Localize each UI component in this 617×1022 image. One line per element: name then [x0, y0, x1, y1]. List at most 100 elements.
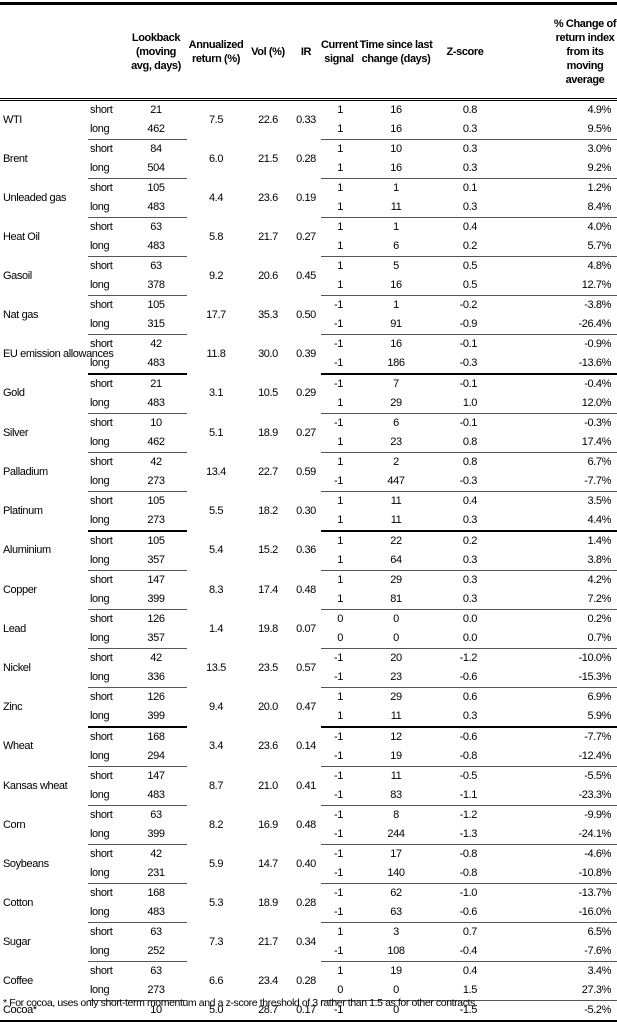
z-score: -0.8	[459, 848, 478, 860]
table-row: long 504 1 16 0.3 9.2%	[0, 159, 617, 179]
ir-value: 0.33	[296, 113, 316, 126]
commodity-name: Zinc	[3, 700, 23, 713]
pct-change: -7.7%	[495, 472, 617, 492]
vol-value: 35.3	[258, 308, 278, 321]
horizon-label: short	[90, 926, 113, 938]
vol-value: 20.0	[258, 700, 278, 713]
pct-change: 6.5%	[587, 926, 612, 938]
lookback-value: 483	[125, 786, 187, 806]
horizon-label: long	[88, 668, 125, 688]
z-score: -0.5	[459, 770, 478, 782]
horizon-label: short	[90, 770, 113, 782]
horizon-label: short	[90, 731, 113, 743]
time-since-change: 12	[390, 731, 402, 743]
z-score: 0.4	[462, 221, 477, 233]
z-score: -0.9	[435, 315, 495, 335]
current-signal: 1	[337, 182, 343, 194]
z-score: 0.3	[435, 159, 495, 179]
vol-value: 16.9	[258, 818, 278, 831]
time-since-change: 63	[357, 903, 435, 923]
time-since-change: 19	[390, 965, 402, 977]
current-signal: 1	[337, 535, 343, 547]
vol-value: 20.6	[258, 269, 278, 282]
z-score: 0.5	[462, 260, 477, 272]
table-row: Silver short 10 5.1 18.9 0.27 -1 6 -0.1 -0.3%	[0, 414, 617, 439]
horizon-label: short	[90, 143, 113, 155]
time-since-change: 5	[393, 260, 399, 272]
time-since-change: 186	[357, 354, 435, 375]
lookback-value: 273	[125, 981, 187, 1001]
ir-value: 0.40	[296, 857, 316, 870]
horizon-label: long	[88, 825, 125, 845]
ir-value: 0.29	[296, 387, 316, 400]
table-row: Aluminium short 105 5.4 15.2 0.36 1 22 0.2 1.4%	[0, 531, 617, 556]
commodity-name: Lead	[3, 622, 26, 635]
vol-value: 21.7	[258, 230, 278, 243]
commodity-name: Copper	[3, 583, 37, 596]
lookback-value: 105	[147, 182, 165, 194]
pct-change: -16.0%	[495, 903, 617, 923]
horizon-label: long	[88, 472, 125, 492]
vol-value: 18.9	[258, 426, 278, 439]
ir-value: 0.48	[296, 818, 316, 831]
current-signal: 1	[321, 590, 357, 610]
header-horizon	[88, 4, 125, 100]
current-signal: 1	[337, 965, 343, 977]
header-current-signal: Current signal	[321, 38, 358, 65]
annualized-return: 5.4	[208, 544, 224, 557]
table-row: Unleaded gas short 105 4.4 23.6 0.19 1 1 0.1 1.2%	[0, 179, 617, 204]
lookback-value: 483	[125, 237, 187, 257]
footnote: * For cocoa, uses only short-term moment…	[3, 997, 478, 1009]
z-score: -0.1	[459, 417, 478, 429]
annualized-return: 8.7	[208, 779, 224, 792]
lookback-value: 105	[147, 535, 165, 547]
pct-change: 5.7%	[495, 237, 617, 257]
table-row: long 273 -1 447 -0.3 -7.7%	[0, 472, 617, 492]
time-since-change: 2	[393, 456, 399, 468]
pct-change: -10.8%	[495, 864, 617, 884]
current-signal: -1	[334, 887, 343, 899]
time-since-change: 11	[357, 707, 435, 728]
time-since-change: 64	[357, 551, 435, 571]
lookback-value: 168	[147, 731, 165, 743]
table-row: Lead short 126 1.4 19.8 0.07 0 0 0.0 0.2%	[0, 610, 617, 635]
pct-change: -7.6%	[495, 942, 617, 962]
pct-change: 1.2%	[587, 182, 612, 194]
commodity-name: Aluminium	[3, 544, 51, 557]
current-signal: -1	[334, 652, 343, 664]
z-score: 0.4	[462, 495, 477, 507]
z-score: 0.3	[435, 707, 495, 728]
horizon-label: short	[90, 104, 113, 116]
horizon-label: short	[90, 299, 113, 311]
pct-change: -15.3%	[495, 668, 617, 688]
pct-change: 0.7%	[495, 629, 617, 649]
table-row: Gold short 21 3.1 10.5 0.29 -1 7 -0.1 -0.4%	[0, 374, 617, 399]
current-signal: 1	[321, 394, 357, 414]
horizon-label: long	[88, 864, 125, 884]
time-since-change: 16	[390, 104, 402, 116]
lookback-value: 147	[147, 574, 165, 586]
horizon-label: long	[88, 747, 125, 767]
commodity-name: Cotton	[3, 896, 34, 909]
pct-change: -24.1%	[495, 825, 617, 845]
table-row: long 483 1 6 0.2 5.7%	[0, 237, 617, 257]
horizon-label: long	[88, 120, 125, 140]
time-since-change: 22	[390, 535, 402, 547]
time-since-change: 29	[390, 691, 402, 703]
z-score: 0.6	[462, 691, 477, 703]
vol-value: 18.2	[258, 504, 278, 517]
annualized-return: 8.3	[208, 583, 224, 596]
horizon-label: short	[90, 965, 113, 977]
lookback-value: 231	[125, 864, 187, 884]
lookback-value: 357	[125, 551, 187, 571]
ir-value: 0.27	[296, 426, 316, 439]
horizon-label: long	[88, 981, 125, 1001]
ir-value: 0.48	[296, 583, 316, 596]
z-score: -0.2	[459, 299, 478, 311]
time-since-change: 16	[390, 338, 402, 350]
lookback-value: 105	[147, 299, 165, 311]
current-signal: 1	[321, 198, 357, 218]
current-signal: 1	[321, 120, 357, 140]
current-signal: 1	[337, 691, 343, 703]
header-pct-change: % Change of return index from its moving…	[553, 17, 617, 86]
